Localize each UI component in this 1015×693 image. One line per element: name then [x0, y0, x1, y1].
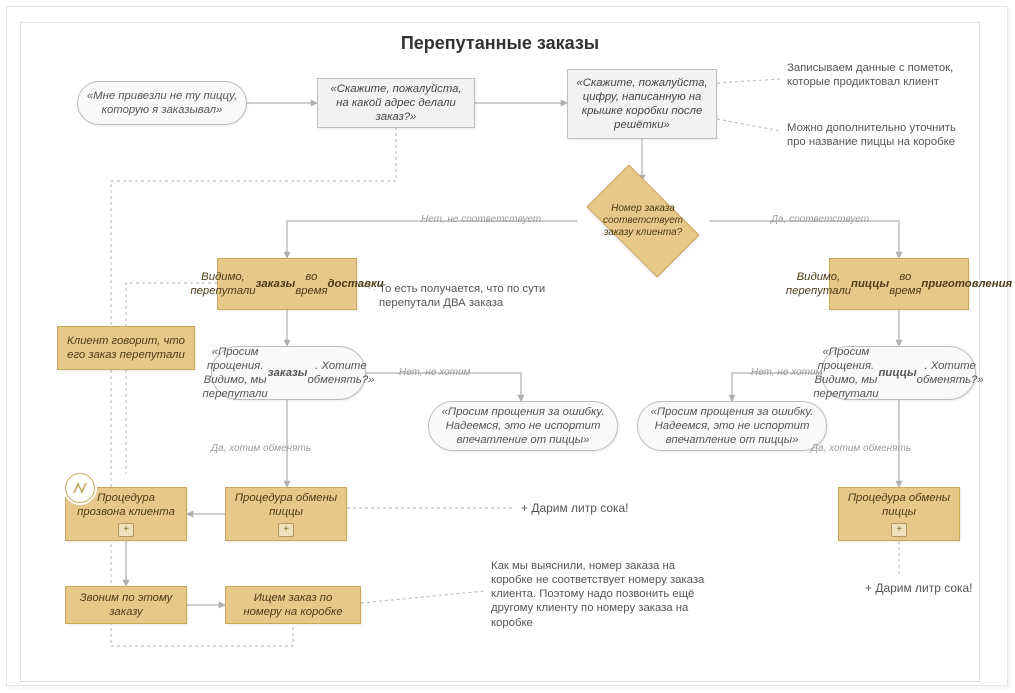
- label-right-no: Нет, не хотим: [751, 367, 822, 378]
- node-search-by-box: Ищем заказ по номеру на коробке: [225, 586, 361, 624]
- label-dec-yes: Да, соответствует: [771, 214, 869, 225]
- note-juice-right: + Дарим литр сока!: [865, 581, 995, 597]
- expand-icon: +: [278, 523, 294, 537]
- node-client-says-mixed: Клиент говорит, что его заказ перепутали: [57, 326, 195, 370]
- node-proc-exchange-right: Процедура обмены пиццы +: [838, 487, 960, 541]
- node-apology-orders: «Просим прощения. Видимо, мы перепутали …: [211, 346, 366, 400]
- decision-text: Номер заказа соответствует заказу клиент…: [593, 203, 693, 239]
- node-ask-address: «Скажите, пожалуйста, на какой адрес дел…: [317, 78, 475, 128]
- node-sorry-left: «Просим прощения за ошибку. Надеемся, эт…: [428, 401, 618, 451]
- node-call-this-order: Звоним по этому заказу: [65, 586, 187, 624]
- node-decision: Номер заказа соответствует заказу клиент…: [593, 191, 693, 251]
- node-proc-exchange-left: Процедура обмены пиццы +: [225, 487, 347, 541]
- flowchart-page: Перепутанные заказы «Мне привезли не ту …: [20, 22, 980, 682]
- note-two-orders: То есть получается, что по сути перепута…: [379, 282, 559, 312]
- note-pizza-name: Можно дополнительно уточнить про названи…: [787, 121, 977, 151]
- node-start: «Мне привезли не ту пиццу, которую я зак…: [77, 81, 247, 125]
- label-right-yes: Да, хотим обменять: [811, 443, 911, 454]
- node-apology-pizzas: «Просим прощения. Видимо, мы перепутали …: [821, 346, 976, 400]
- label-left-no: Нет, не хотим: [399, 367, 470, 378]
- node-mixed-delivery: Видимо, перепутали заказы во время доста…: [217, 258, 357, 310]
- node-mixed-cooking: Видимо, перепутали пиццы во время пригот…: [829, 258, 969, 310]
- note-juice-left: + Дарим литр сока!: [521, 501, 651, 517]
- node-sorry-right: «Просим прощения за ошибку. Надеемся, эт…: [637, 401, 827, 451]
- node-ask-number: «Скажите, пожалуйста, цифру, написанную …: [567, 69, 717, 139]
- expand-icon: +: [118, 523, 134, 537]
- proc-exch-right-label: Процедура обмены пиццы: [847, 491, 951, 519]
- label-dec-no: Нет, не соответствует: [421, 214, 541, 225]
- proc-exch-left-label: Процедура обмены пиццы: [234, 491, 338, 519]
- label-left-yes: Да, хотим обменять: [211, 443, 311, 454]
- expand-icon: +: [891, 523, 907, 537]
- timer-icon: [65, 473, 95, 503]
- note-record-data: Записываем данные с пометок, которые про…: [787, 61, 957, 101]
- note-bottom-explain: Как мы выяснили, номер заказа на коробке…: [491, 559, 711, 623]
